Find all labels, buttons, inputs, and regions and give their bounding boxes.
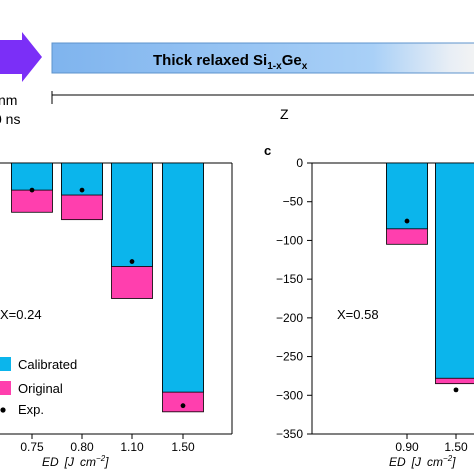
- left-bars: [11, 162, 204, 413]
- header-schematic: Thick relaxed Si1-xGex nm 0 ns Z: [0, 32, 474, 127]
- left-x-axis-label: ED [J cm−2]: [42, 454, 109, 469]
- y-tick-label--300: −300: [276, 388, 303, 402]
- x-tick-label-1.50: 1.50: [171, 440, 195, 454]
- y-tick-label--100: −100: [276, 233, 303, 247]
- right-y-ticks: 0 −50 −100 −150 −200 −250 −300 −350: [276, 156, 312, 441]
- z-label: Z: [280, 106, 289, 122]
- purple-arrow: [0, 32, 42, 82]
- bar-calibrated-0.90: [386, 162, 428, 230]
- point-exp-0.80: [79, 187, 85, 193]
- chart-panel-right: c 0−50−100−150−200−250−300−350 0.90 1.50 …: [264, 143, 474, 469]
- chart-panel-left: 0.75 0.80 1.10 1.50 X=0.24 Calibrated Origi…: [0, 162, 233, 469]
- left-annotation: X=0.24: [0, 307, 42, 322]
- bar-calibrated-1.50: [435, 162, 474, 379]
- left-x-ticks: 0.75 0.80 1.10 1.50: [20, 434, 195, 454]
- legend-label-exp: Exp.: [18, 402, 44, 417]
- right-x-ticks: 0.90 1.50: [395, 434, 468, 454]
- x-tick-label-0.75: 0.75: [20, 440, 44, 454]
- x-tick-label-1.10: 1.10: [120, 440, 144, 454]
- y-tick-label--50: −50: [283, 195, 304, 209]
- relaxed-layer-bar: [51, 42, 474, 74]
- x-tick-label-0.80: 0.80: [70, 440, 94, 454]
- point-exp-0.75: [29, 187, 35, 193]
- legend-swatch-original: [0, 381, 11, 395]
- right-annotation: X=0.58: [337, 307, 379, 322]
- y-tick-label--200: −200: [276, 311, 303, 325]
- point-exp-1.10: [129, 259, 135, 264]
- legend-label-original: Original: [18, 381, 63, 396]
- left-label-line2: 0 ns: [0, 111, 20, 127]
- point-exp-1.50: [453, 387, 459, 393]
- y-tick-label--250: −250: [276, 350, 303, 364]
- relaxed-layer-label: Thick relaxed Si1-xGex: [153, 52, 308, 72]
- bar-calibrated-1.10: [111, 162, 153, 267]
- legend: Calibrated Original Exp.: [0, 357, 77, 417]
- legend-label-calibrated: Calibrated: [18, 357, 77, 372]
- point-exp-1.50: [180, 403, 186, 409]
- bar-calibrated-1.50: [162, 162, 204, 393]
- legend-swatch-calibrated: [0, 357, 11, 371]
- y-tick-label--350: −350: [276, 427, 303, 441]
- left-label-line1: nm: [0, 92, 17, 108]
- right-x-axis-label: ED [J cm−2]: [389, 454, 456, 469]
- y-tick-label--150: −150: [276, 272, 303, 286]
- bar-calibrated-0.75: [11, 162, 53, 191]
- x-tick-label-1.50: 1.50: [444, 440, 468, 454]
- legend-marker-exp: [0, 407, 6, 413]
- x-tick-label-0.90: 0.90: [395, 440, 419, 454]
- panel-letter-c: c: [264, 143, 271, 158]
- point-exp-0.90: [404, 218, 410, 224]
- y-tick-label-0: 0: [296, 156, 303, 170]
- right-bars: [386, 162, 474, 393]
